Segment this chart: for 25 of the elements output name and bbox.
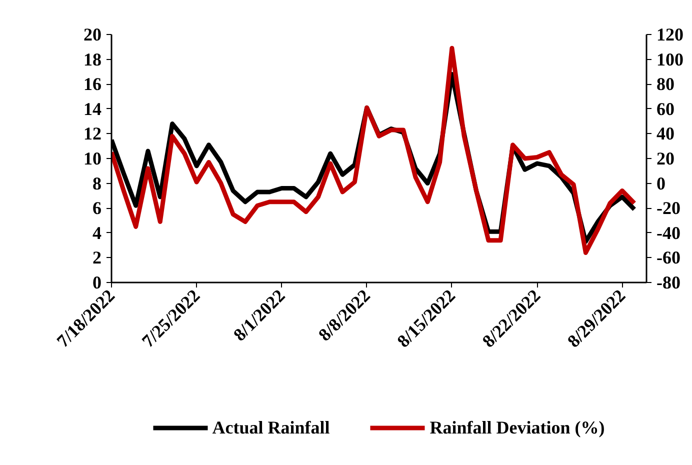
y2-tick-label: 40	[656, 124, 674, 144]
y-tick-label: 16	[84, 74, 102, 94]
y2-tick-label: -40	[656, 222, 680, 243]
y2-tick-label: 80	[656, 74, 674, 94]
y2-tick-label: -20	[656, 198, 680, 218]
y-tick-label: 8	[92, 173, 102, 194]
y2-tick-label: 0	[656, 173, 666, 194]
legend-label: Rainfall Deviation (%)	[430, 417, 605, 438]
y-tick-label: 6	[92, 198, 102, 218]
y2-tick-label: -60	[656, 248, 680, 268]
y2-tick-label: 20	[656, 148, 674, 168]
y-tick-label: 2	[92, 248, 102, 268]
y-tick-label: 10	[84, 148, 102, 168]
y2-tick-label: 100	[656, 49, 684, 70]
y-tick-label: 14	[84, 98, 102, 119]
y2-tick-label: 120	[656, 24, 684, 44]
y-tick-label: 18	[84, 49, 102, 70]
y-tick-label: 0	[92, 272, 102, 292]
y-tick-label: 4	[92, 222, 102, 243]
y2-tick-label: -80	[656, 272, 680, 292]
y2-tick-label: 60	[656, 98, 674, 119]
legend-label: Actual Rainfall	[212, 417, 330, 438]
y-tick-label: 12	[84, 124, 102, 144]
line-series	[112, 46, 637, 255]
y-tick-label: 20	[84, 24, 102, 44]
